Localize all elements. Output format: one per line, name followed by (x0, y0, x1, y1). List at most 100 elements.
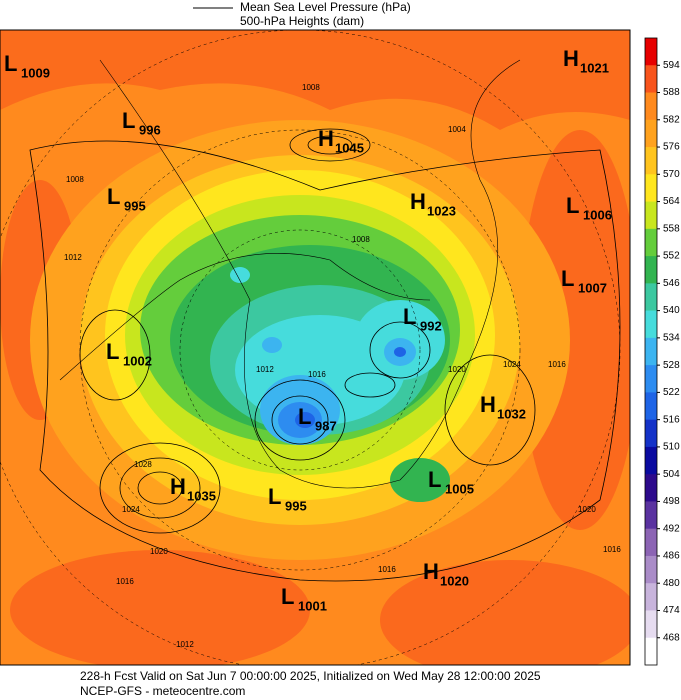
center-letter: L (281, 584, 294, 609)
center-letter: H (318, 126, 334, 151)
center-letter: H (480, 392, 496, 417)
colorbar-label: 468 (663, 632, 680, 643)
center-value: 995 (124, 198, 146, 213)
colorbar-label: 576 (663, 142, 680, 153)
colorbar-label: 480 (663, 578, 680, 589)
colorbar-bin (645, 201, 657, 230)
isobar-label: 1024 (122, 505, 140, 514)
center-letter: L (428, 467, 441, 492)
colorbar-label: 522 (663, 387, 680, 398)
center-value: 987 (315, 418, 337, 433)
pressure-center: H 1023 (410, 189, 456, 219)
center-letter: L (403, 304, 416, 329)
pressure-center: L 992 (403, 304, 442, 334)
height-label: 500-hPa Heights (dam) (240, 14, 364, 28)
colorbar-label: 588 (663, 87, 680, 98)
pressure-center: H 1032 (480, 392, 526, 422)
colorbar-bin (645, 228, 657, 257)
colorbar-label: 510 (663, 442, 680, 453)
center-letter: L (4, 51, 17, 76)
center-value: 1005 (445, 481, 474, 496)
colorbar-label: 552 (663, 251, 680, 262)
center-value: 1021 (580, 60, 609, 75)
pressure-center: L 995 (268, 484, 307, 514)
pressure-center: L 996 (122, 108, 161, 138)
colorbar-frame (644, 37, 658, 666)
pressure-center: H 1035 (170, 474, 216, 504)
pressure-center: H 1045 (318, 126, 364, 156)
center-letter: H (423, 559, 439, 584)
isobar-label: 1012 (64, 253, 82, 262)
pressure-label: Mean Sea Level Pressure (hPa) (240, 0, 411, 14)
colorbar-bin (645, 38, 657, 66)
center-letter: H (410, 189, 426, 214)
colorbar-bin (645, 283, 657, 312)
isobar-label: 1020 (448, 365, 466, 374)
pressure-center: H 1021 (563, 46, 609, 76)
colorbar-label: 558 (663, 223, 680, 234)
isobar-label: 1020 (578, 505, 596, 514)
colorbar-bin (645, 528, 657, 557)
colorbar-label: 492 (663, 523, 680, 534)
center-value: 1020 (440, 573, 469, 588)
center-value: 996 (139, 122, 161, 137)
center-value: 1023 (427, 203, 456, 218)
colorbar-bin (645, 392, 657, 421)
colorbar-bin (645, 610, 657, 639)
isobar-label: 1024 (503, 360, 521, 369)
center-value: 1006 (583, 207, 612, 222)
colorbar-bin (645, 474, 657, 502)
pressure-center: L 1007 (561, 266, 607, 296)
map-field (0, 29, 631, 666)
pressure-center: L 1005 (428, 467, 474, 497)
colorbar-label: 564 (663, 196, 680, 207)
isobar-label: 1016 (308, 370, 326, 379)
colorbar-label: 570 (663, 169, 680, 180)
colorbar-bin (645, 365, 657, 393)
pressure-center: L 995 (107, 184, 146, 214)
colorbar-label: 516 (663, 414, 680, 425)
isobar-label: 1008 (66, 175, 84, 184)
pressure-center: L 1006 (566, 193, 612, 223)
colorbar-bin (645, 637, 657, 666)
center-value: 1001 (298, 598, 327, 613)
center-value: 1002 (123, 353, 152, 368)
pressure-center: L 987 (298, 404, 337, 434)
pressure-center: L 1009 (4, 51, 50, 81)
center-value: 1035 (187, 488, 216, 503)
footer-line1: 228-h Fcst Valid on Sat Jun 7 00:00:00 2… (80, 669, 541, 683)
pressure-center: L 1001 (281, 584, 327, 614)
colorbar-label: 534 (663, 333, 680, 344)
colorbar-bin (645, 555, 657, 584)
colorbar-bin (645, 174, 657, 203)
colorbar-label: 594 (663, 60, 680, 71)
colorbar-label: 546 (663, 278, 680, 289)
center-letter: L (268, 484, 281, 509)
center-value: 995 (285, 498, 307, 513)
isobar-label: 1008 (352, 235, 370, 244)
isobar-label: 1004 (448, 125, 466, 134)
center-letter: L (298, 404, 311, 429)
colorbar-bin (645, 446, 657, 475)
center-letter: H (170, 474, 186, 499)
center-letter: L (561, 266, 574, 291)
center-letter: H (563, 46, 579, 71)
isobar-label: 1028 (134, 460, 152, 469)
center-letter: L (122, 108, 135, 133)
pressure-center: H 1020 (423, 559, 469, 589)
colorbar-bin (645, 256, 657, 284)
colorbar-label: 504 (663, 469, 680, 480)
isobar-label: 1016 (116, 577, 134, 586)
colorbar-bin (645, 419, 657, 448)
colorbar-bin (645, 583, 657, 611)
colorbar-bin (645, 337, 657, 366)
isobar-label: 1016 (603, 545, 621, 554)
isobar-label: 1020 (150, 547, 168, 556)
colorbar-label: 486 (663, 551, 680, 562)
isobar-label: 1016 (378, 565, 396, 574)
pressure-center: L 1002 (106, 339, 152, 369)
center-letter: L (106, 339, 119, 364)
footer-line2: NCEP-GFS - meteocentre.com (80, 684, 245, 698)
center-value: 1007 (578, 280, 607, 295)
